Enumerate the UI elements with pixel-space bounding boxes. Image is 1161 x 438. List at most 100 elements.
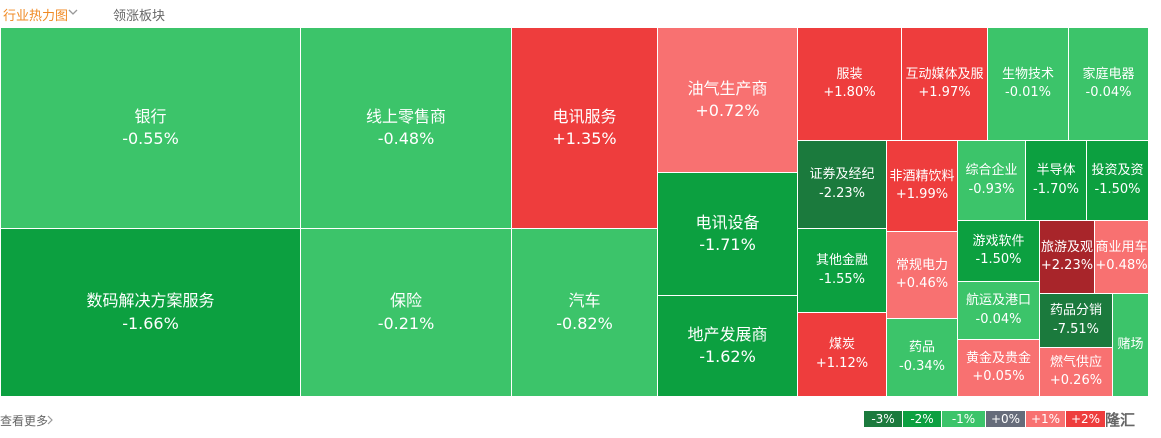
tile[interactable]: 互动媒体及服 +1.97% bbox=[901, 27, 988, 141]
tile[interactable]: 黄金及贵金 +0.05% bbox=[957, 339, 1040, 397]
tile-change: -1.70% bbox=[1033, 181, 1079, 197]
tile[interactable]: 常规电力 +0.46% bbox=[886, 231, 958, 319]
tile[interactable]: 药品 -0.34% bbox=[886, 318, 958, 397]
tile[interactable]: 油气生产商 +0.72% bbox=[657, 27, 798, 173]
tile-change: -0.04% bbox=[975, 311, 1022, 327]
legend-item[interactable]: -2% bbox=[903, 411, 942, 427]
tile-change: +1.99% bbox=[895, 187, 949, 202]
tile-change: -0.82% bbox=[556, 313, 613, 333]
tile-name: 游戏软件 bbox=[972, 233, 1025, 249]
legend-item[interactable]: +1% bbox=[1026, 411, 1066, 427]
tile-name: 黄金及贵金 bbox=[965, 350, 1031, 366]
tile-change: -0.34% bbox=[899, 358, 945, 374]
tile[interactable]: 生物技术 -0.01% bbox=[987, 27, 1069, 141]
tile-name: 其他金融 bbox=[815, 253, 868, 269]
tile[interactable]: 燃气供应 +0.26% bbox=[1039, 347, 1113, 397]
tile-name: 药品分销 bbox=[1049, 303, 1102, 319]
tile[interactable]: 非酒精饮料 +1.99% bbox=[886, 140, 958, 232]
legend-item[interactable]: -1% bbox=[942, 411, 986, 427]
tile-name: 互动媒体及服 bbox=[905, 66, 984, 82]
tile-name: 地产发展商 bbox=[687, 324, 768, 344]
tile[interactable]: 证券及经纪 -2.23% bbox=[797, 140, 887, 229]
tile-change: -1.71% bbox=[699, 235, 756, 254]
tile[interactable]: 银行 -0.55% bbox=[0, 27, 301, 229]
tile-change: -2.23% bbox=[819, 185, 865, 201]
tile-change: -0.55% bbox=[122, 129, 179, 148]
tile-name: 数码解决方案服务 bbox=[86, 291, 215, 311]
tile-name: 旅游及观 bbox=[1040, 239, 1093, 255]
more-link[interactable]: 查看更多 bbox=[0, 414, 49, 428]
tile-name: 电讯服务 bbox=[552, 106, 617, 126]
tile-name: 燃气供应 bbox=[1049, 354, 1102, 370]
tile-change: +1.80% bbox=[823, 85, 876, 100]
tab[interactable]: 领涨板块 bbox=[113, 9, 166, 24]
tile-name: 半导体 bbox=[1036, 163, 1076, 179]
tile-name: 家庭电器 bbox=[1082, 66, 1135, 82]
tile-change: +1.97% bbox=[918, 85, 971, 100]
tile[interactable]: 家庭电器 -0.04% bbox=[1068, 27, 1149, 141]
tile-change: -1.62% bbox=[699, 347, 756, 366]
tile-name: 综合企业 bbox=[965, 163, 1018, 179]
tile-name: 赌场 bbox=[1117, 336, 1144, 352]
legend-item[interactable]: +0% bbox=[986, 411, 1026, 427]
tile-name: 保险 bbox=[389, 291, 422, 311]
tile-name: 银行 bbox=[134, 106, 167, 126]
tile-name: 非酒精饮料 bbox=[889, 168, 955, 184]
tile-change: +1.35% bbox=[552, 129, 617, 148]
tile-change: -0.93% bbox=[968, 181, 1015, 197]
tile-name: 生物技术 bbox=[1001, 66, 1054, 82]
tile[interactable]: 电讯设备 -1.71% bbox=[657, 172, 798, 296]
tile[interactable]: 保险 -0.21% bbox=[300, 228, 512, 397]
tile-name: 投资及资 bbox=[1091, 163, 1144, 179]
tile-name: 油气生产商 bbox=[687, 78, 768, 98]
tile-change: -1.66% bbox=[122, 313, 179, 333]
tile[interactable]: 汽车 -0.82% bbox=[511, 228, 658, 397]
tile-change: -0.21% bbox=[377, 313, 435, 333]
tile-name: 电讯设备 bbox=[695, 212, 760, 232]
tile[interactable]: 线上零售商 -0.48% bbox=[300, 27, 512, 229]
tile-change: +1.12% bbox=[815, 355, 869, 371]
tile-name: 常规电力 bbox=[895, 257, 948, 273]
tile[interactable]: 服装 +1.80% bbox=[797, 27, 902, 141]
tile-change: -1.50% bbox=[1094, 181, 1141, 197]
tile[interactable]: 综合企业 -0.93% bbox=[957, 140, 1026, 221]
tile-name: 航运及港口 bbox=[965, 293, 1031, 309]
legend-item[interactable]: +2% bbox=[1066, 411, 1106, 427]
tab-active[interactable]: 行业热力图 bbox=[3, 9, 69, 24]
tile[interactable]: 商业用车 +0.48% bbox=[1094, 220, 1149, 294]
tile-change: +0.05% bbox=[972, 369, 1025, 384]
tile-change: +0.72% bbox=[695, 101, 760, 120]
tile-change: +0.26% bbox=[1049, 373, 1103, 388]
tile[interactable]: 其他金融 -1.55% bbox=[797, 228, 887, 313]
arrow bbox=[47, 415, 53, 425]
tile-change: +0.48% bbox=[1095, 258, 1148, 273]
tile-change: +0.46% bbox=[895, 276, 949, 291]
tile[interactable]: 赌场 bbox=[1112, 293, 1149, 397]
tile[interactable]: 游戏软件 -1.50% bbox=[957, 220, 1040, 282]
tile[interactable]: 航运及港口 -0.04% bbox=[957, 281, 1040, 340]
tile-name: 线上零售商 bbox=[365, 106, 446, 126]
tile-name: 商业用车 bbox=[1095, 239, 1148, 255]
tile-change: -1.50% bbox=[975, 252, 1022, 267]
tile[interactable]: 数码解决方案服务 -1.66% bbox=[0, 228, 301, 397]
legend-item[interactable]: -3% bbox=[864, 411, 903, 427]
tile[interactable]: 旅游及观 +2.23% bbox=[1039, 220, 1095, 294]
tile[interactable]: 地产发展商 -1.62% bbox=[657, 295, 798, 397]
chevron bbox=[68, 9, 78, 15]
tile-change: -0.01% bbox=[1005, 85, 1051, 100]
tile[interactable]: 半导体 -1.70% bbox=[1025, 140, 1087, 221]
tile-name: 药品 bbox=[908, 340, 935, 356]
tile-change: -1.55% bbox=[819, 271, 865, 287]
tile-change: -0.04% bbox=[1085, 85, 1132, 100]
tile[interactable]: 煤炭 +1.12% bbox=[797, 312, 887, 397]
tile-change: -7.51% bbox=[1053, 321, 1099, 337]
tile-name: 服装 bbox=[836, 66, 863, 82]
tile-change: +2.23% bbox=[1040, 258, 1094, 273]
tile-name: 证券及经纪 bbox=[809, 167, 875, 183]
tile-name: 汽车 bbox=[568, 291, 601, 311]
tile[interactable]: 电讯服务 +1.35% bbox=[511, 27, 658, 229]
tile[interactable]: 投资及资 -1.50% bbox=[1086, 140, 1149, 221]
tile[interactable]: 药品分销 -7.51% bbox=[1039, 293, 1113, 348]
tile-name: 煤炭 bbox=[828, 337, 855, 353]
